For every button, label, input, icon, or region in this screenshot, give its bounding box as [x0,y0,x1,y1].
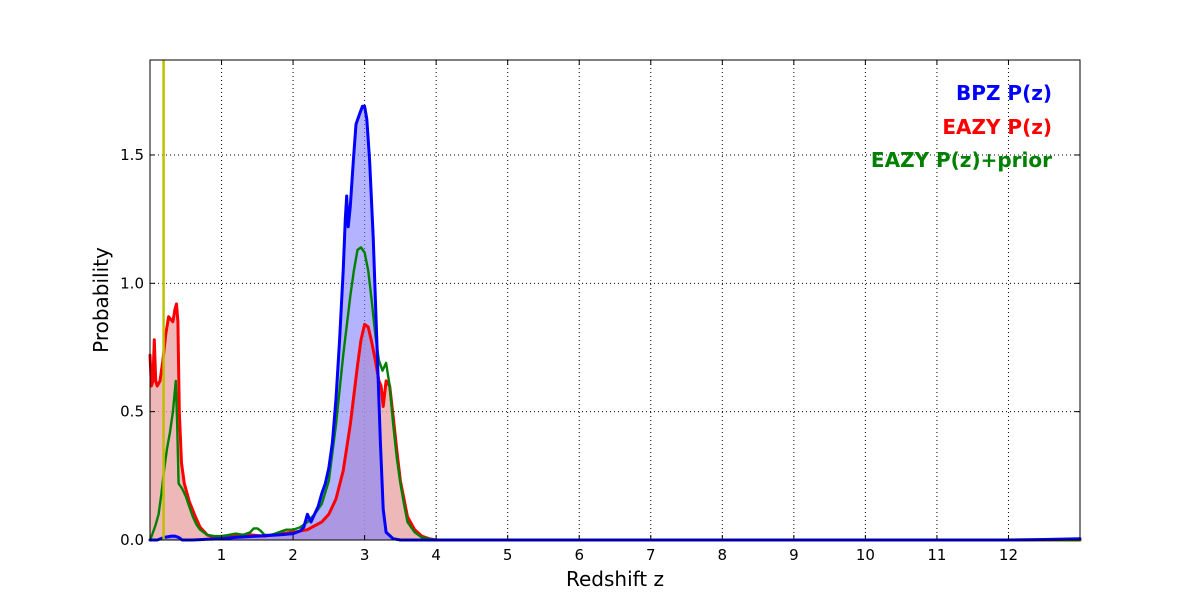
x-axis-label: Redshift z [566,567,664,591]
x-tick-label: 2 [288,546,298,564]
series-line-eazy-prior [148,246,1082,542]
x-tick-label: 7 [646,546,656,564]
x-tick-label: 1 [217,546,227,564]
series-lines [148,104,1082,542]
y-axis-label: Probability [89,247,113,353]
x-tick-label: 6 [574,546,584,564]
x-tick-label: 3 [360,546,370,564]
series-line-eazy [148,302,1082,542]
area-fill-eazy [150,303,1080,540]
x-tick-label: 8 [718,546,728,564]
axis-ticks: 1 2 3 4 5 6 7 8 9 10 11 120.00.51.01.5 [120,60,1080,564]
plot-frame [149,59,1081,541]
y-tick-label: 0.5 [120,403,144,421]
y-tick-label: 0.0 [120,531,144,549]
legend-entry-bpz: BPZ P(z) [956,81,1052,105]
x-tick-label: 5 [503,546,513,564]
x-tick-label: 10 [856,546,875,564]
series-line-bpz [148,104,1082,542]
y-tick-label: 1.5 [120,146,144,164]
x-tick-label: 11 [927,546,946,564]
y-tick-label: 1.0 [120,274,144,292]
grid-lines [150,60,1080,540]
legend-entry-eazy: EAZY P(z) [942,115,1052,139]
legend: BPZ P(z) EAZY P(z) EAZY P(z)+prior [871,81,1052,172]
x-tick-label: 12 [999,546,1018,564]
x-tick-label: 4 [431,546,441,564]
x-tick-label: 9 [789,546,799,564]
legend-entry-eazy-prior: EAZY P(z)+prior [871,148,1052,172]
